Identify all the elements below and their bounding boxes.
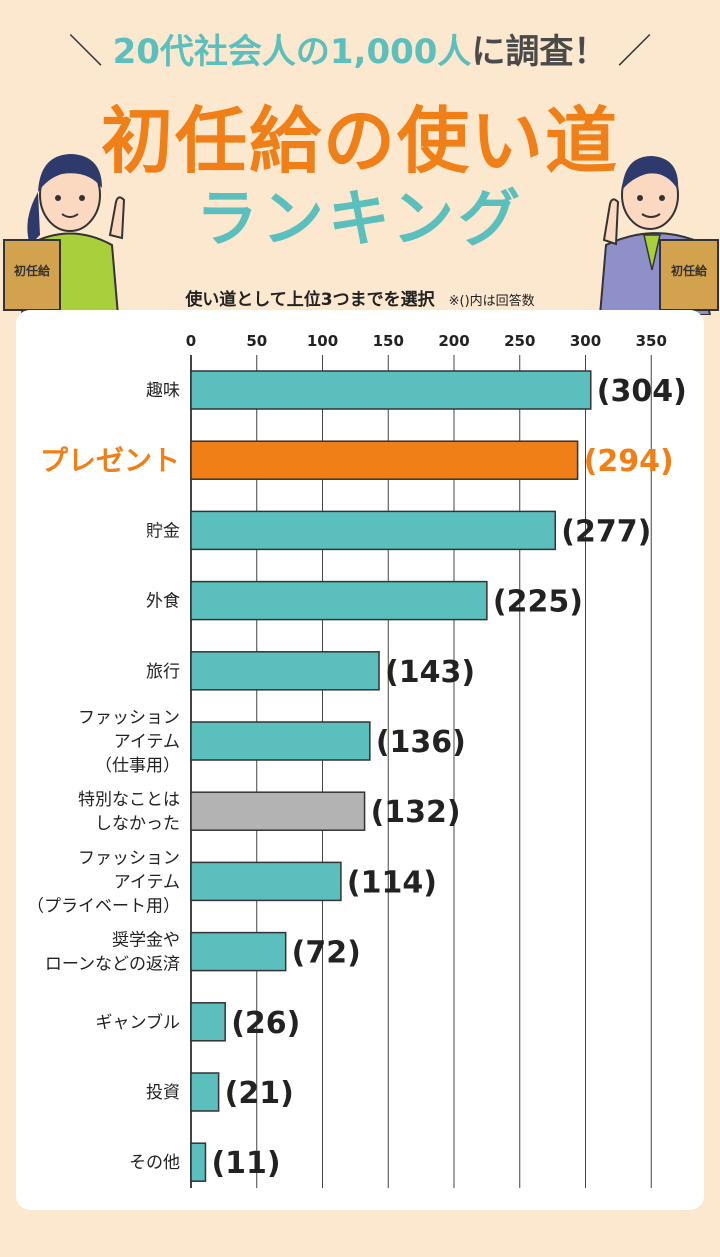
tick-label: 100: [307, 332, 338, 350]
tick-label: 50: [246, 332, 267, 350]
value-label: (72): [292, 936, 361, 971]
value-label: (304): [597, 374, 687, 409]
survey-count: 1,000人: [329, 32, 472, 72]
bar: [190, 861, 342, 902]
category-label: 趣味: [146, 381, 180, 401]
category-label: 特別なことは: [78, 790, 180, 810]
chart-note: ※()内は回答数: [448, 294, 535, 309]
value-label: (26): [231, 1006, 300, 1041]
bar: [190, 1002, 226, 1042]
value-label: (132): [371, 795, 461, 830]
survey-prefix: 20代社会人の: [112, 32, 330, 72]
category-label: 旅行: [146, 662, 180, 682]
value-label: (11): [211, 1146, 280, 1181]
category-label: （プライベート用）: [27, 896, 180, 916]
category-label: ギャンブル: [96, 1012, 181, 1033]
category-label: その他: [129, 1153, 180, 1173]
slash-left-icon: ＼: [68, 32, 103, 72]
category-label: 貯金: [146, 521, 180, 541]
value-label: (21): [225, 1076, 294, 1111]
tick-label: 150: [373, 332, 404, 350]
category-label: プレゼント: [40, 444, 180, 477]
envelope-label-left: 初任給: [14, 263, 51, 278]
tick-label: 200: [438, 332, 469, 350]
header: ＼ 20代社会人の1,000人に調査！／ 初任給の使い道 ランキング 初任給 初任…: [0, 0, 720, 330]
value-label: (114): [347, 865, 437, 900]
category-label: アイテム: [114, 872, 180, 892]
category-label: 投資: [146, 1083, 180, 1103]
chart-subtitle-text: 使い道として上位3つまでを選択: [185, 290, 435, 310]
bar: [190, 651, 380, 691]
man-illustration: 初任給: [598, 156, 719, 315]
category-label: ローンなどの返済: [45, 955, 180, 975]
category-label: ファッション: [78, 848, 180, 868]
category-label: しなかった: [95, 814, 180, 834]
page-title-sub: ランキング: [195, 182, 525, 255]
survey-line: ＼ 20代社会人の1,000人に調査！／: [0, 24, 720, 73]
bar: [190, 370, 592, 410]
tick-label: 350: [636, 332, 667, 350]
slash-right-icon: ／: [617, 32, 652, 72]
category-label: 奨学金や: [112, 931, 180, 951]
category-label: アイテム: [114, 732, 180, 752]
tick-label: 300: [570, 332, 601, 350]
category-label: 外食: [146, 592, 180, 612]
category-label: （仕事用）: [95, 756, 180, 776]
value-label: (277): [561, 514, 651, 549]
bar: [190, 721, 371, 761]
envelope-label-right: 初任給: [671, 263, 708, 278]
value-label: (294): [584, 444, 674, 479]
woman-illustration: 初任給: [3, 154, 126, 315]
bar: [190, 580, 488, 621]
bar: [190, 1072, 220, 1112]
value-label: (136): [376, 725, 466, 760]
chart-subtitle: 使い道として上位3つまでを選択 ※()内は回答数: [0, 285, 720, 310]
bar: [190, 931, 287, 972]
value-label: (143): [385, 655, 475, 690]
bar: [190, 440, 579, 480]
value-label: (225): [493, 585, 583, 620]
bar: [190, 510, 557, 551]
survey-suffix: に調査！: [471, 32, 608, 72]
tick-label: 0: [186, 332, 196, 350]
category-label: ファッション: [78, 708, 180, 728]
bar: [190, 1142, 207, 1182]
bar: [190, 791, 366, 831]
tick-label: 250: [504, 332, 535, 350]
page-title: 初任給の使い道: [100, 99, 619, 183]
